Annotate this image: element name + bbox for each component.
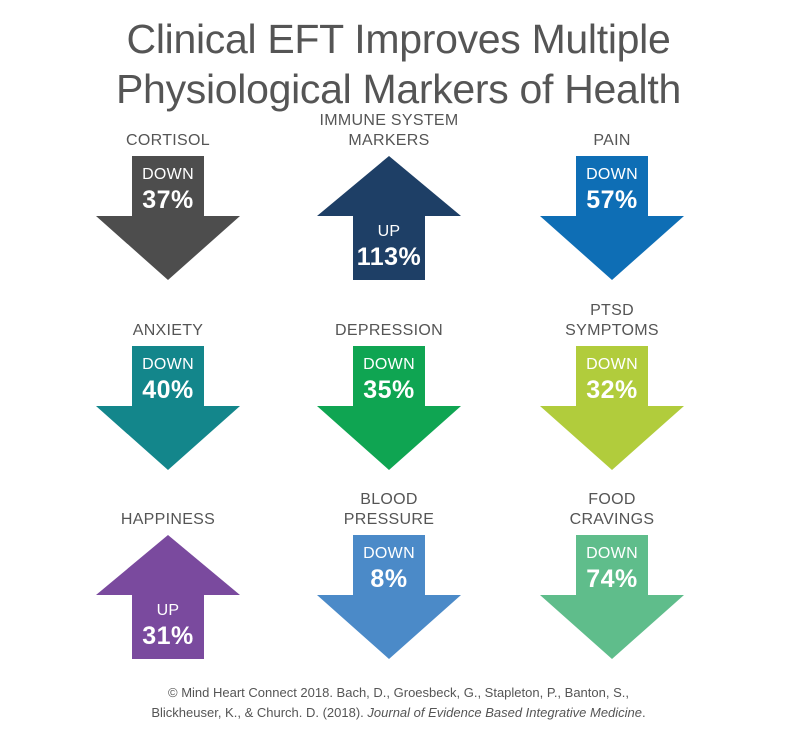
marker-label-line: PTSD (590, 302, 634, 319)
arrow-down-icon: DOWN 57% (502, 156, 722, 306)
marker-value: DOWN 8% (279, 544, 499, 594)
marker-label-line: IMMUNE SYSTEM (319, 112, 459, 129)
arrow-body (96, 346, 240, 470)
citation-line-2: Blickheuser, K., & Church. D. (2018). Jo… (0, 703, 797, 723)
marker-label: HAPPINESS (58, 510, 278, 530)
marker-percent: 74% (586, 565, 638, 593)
marker-label-line: FOOD (588, 491, 636, 508)
arrow-down-icon: DOWN 8% (279, 535, 499, 685)
title-line-2: Physiological Markers of Health (116, 66, 681, 112)
marker-direction: DOWN (142, 166, 194, 183)
marker-value: DOWN 37% (58, 165, 278, 215)
marker-card: HAPPINESS UP 31% (58, 495, 278, 685)
page-title: Clinical EFT Improves Multiple Physiolog… (0, 14, 797, 114)
marker-value: UP 113% (279, 222, 499, 272)
citation-journal: Journal of Evidence Based Integrative Me… (367, 705, 643, 720)
arrow-body (317, 346, 461, 470)
marker-value: DOWN 74% (502, 544, 722, 594)
marker-direction: DOWN (586, 166, 638, 183)
arrow-body (540, 156, 684, 280)
arrow-shape (540, 346, 684, 470)
marker-card: FOOD CRAVINGS DOWN 74% (502, 491, 722, 685)
citation-period: . (642, 705, 646, 720)
title-line-1: Clinical EFT Improves Multiple (126, 16, 671, 62)
marker-card: ANXIETY DOWN 40% (58, 306, 278, 496)
marker-label: PAIN (502, 131, 722, 151)
citation-authors: Blickheuser, K., & Church. D. (2018). (151, 705, 368, 720)
marker-card: PTSD SYMPTOMS DOWN 32% (502, 302, 722, 496)
marker-direction: DOWN (586, 545, 638, 562)
marker-percent: 57% (586, 186, 638, 214)
citation: © Mind Heart Connect 2018. Bach, D., Gro… (0, 683, 797, 723)
arrow-shape (96, 156, 240, 280)
marker-label: IMMUNE SYSTEM MARKERS (279, 111, 499, 151)
arrow-down-icon: DOWN 74% (502, 535, 722, 685)
marker-label-line: PRESSURE (343, 511, 435, 528)
citation-line-1: © Mind Heart Connect 2018. Bach, D., Gro… (168, 685, 629, 700)
arrow-shape (96, 346, 240, 470)
marker-label: FOOD CRAVINGS (502, 490, 722, 530)
marker-label-line: SYMPTOMS (565, 322, 659, 339)
marker-direction: DOWN (586, 356, 638, 373)
arrow-shape (96, 535, 240, 659)
marker-direction: UP (377, 223, 401, 240)
arrow-up-icon: UP 113% (279, 156, 499, 306)
marker-label-line: HAPPINESS (120, 511, 216, 528)
marker-value: DOWN 35% (279, 355, 499, 405)
arrow-shape (317, 346, 461, 470)
marker-card: IMMUNE SYSTEM MARKERS UP 113% (279, 112, 499, 306)
marker-value: DOWN 40% (58, 355, 278, 405)
marker-direction: UP (156, 602, 180, 619)
marker-label-line: BLOOD (360, 491, 418, 508)
arrow-body (317, 535, 461, 659)
marker-card: CORTISOL DOWN 37% (58, 116, 278, 306)
arrow-down-icon: DOWN 40% (58, 346, 278, 496)
marker-percent: 35% (363, 376, 415, 404)
marker-label: CORTISOL (58, 131, 278, 151)
marker-card: BLOOD PRESSURE DOWN 8% (279, 491, 499, 685)
marker-label-line: ANXIETY (132, 322, 204, 339)
marker-percent: 37% (142, 186, 194, 214)
arrow-down-icon: DOWN 32% (502, 346, 722, 496)
arrow-shape (540, 535, 684, 659)
marker-card: PAIN DOWN 57% (502, 116, 722, 306)
marker-value: UP 31% (58, 601, 278, 651)
marker-percent: 113% (356, 243, 422, 271)
marker-direction: DOWN (142, 356, 194, 373)
marker-label: BLOOD PRESSURE (279, 490, 499, 530)
marker-label-line: DEPRESSION (335, 322, 443, 339)
marker-label-line: MARKERS (348, 132, 430, 149)
arrow-body (96, 156, 240, 280)
arrow-down-icon: DOWN 37% (58, 156, 278, 306)
arrow-body (317, 156, 461, 280)
arrow-shape (540, 156, 684, 280)
arrow-down-icon: DOWN 35% (279, 346, 499, 496)
marker-label: ANXIETY (58, 321, 278, 341)
marker-label: PTSD SYMPTOMS (502, 301, 722, 341)
marker-percent: 8% (370, 565, 408, 593)
marker-label-line: CRAVINGS (569, 511, 655, 528)
marker-direction: DOWN (363, 545, 415, 562)
arrow-shape (317, 156, 461, 280)
marker-direction: DOWN (363, 356, 415, 373)
arrow-body (96, 535, 240, 659)
marker-percent: 31% (142, 622, 194, 650)
arrow-body (540, 346, 684, 470)
marker-value: DOWN 57% (502, 165, 722, 215)
marker-label-line: PAIN (593, 132, 631, 149)
marker-percent: 32% (586, 376, 638, 404)
marker-label: DEPRESSION (279, 321, 499, 341)
marker-card: DEPRESSION DOWN 35% (279, 306, 499, 496)
arrow-body (540, 535, 684, 659)
arrow-up-icon: UP 31% (58, 535, 278, 685)
arrow-shape (317, 535, 461, 659)
marker-label-line: CORTISOL (126, 132, 210, 149)
marker-percent: 40% (142, 376, 194, 404)
marker-value: DOWN 32% (502, 355, 722, 405)
